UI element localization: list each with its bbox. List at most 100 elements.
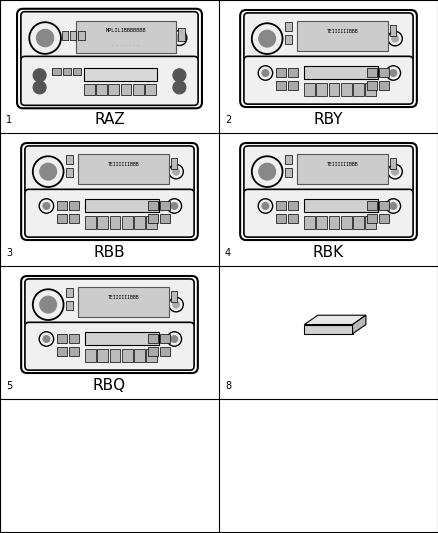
Circle shape — [171, 335, 178, 343]
Circle shape — [390, 203, 397, 209]
Text: RBY: RBY — [314, 112, 343, 127]
Circle shape — [262, 203, 269, 209]
Bar — [160, 334, 170, 343]
Bar — [304, 216, 315, 229]
Circle shape — [33, 81, 46, 94]
Text: RBQ: RBQ — [93, 378, 126, 393]
Bar — [379, 68, 389, 77]
Circle shape — [173, 81, 186, 94]
Bar — [122, 216, 133, 229]
Bar — [353, 83, 364, 95]
Bar — [85, 216, 96, 229]
Polygon shape — [304, 325, 353, 334]
Bar — [63, 68, 71, 75]
Circle shape — [259, 163, 276, 180]
Circle shape — [36, 29, 54, 47]
Bar — [171, 291, 177, 302]
Bar — [367, 68, 377, 77]
Bar — [276, 214, 286, 223]
FancyBboxPatch shape — [244, 146, 413, 193]
Text: TEIIIIIIBBB: TEIIIIIIBBB — [327, 162, 358, 167]
Bar — [110, 216, 120, 229]
Bar — [148, 200, 158, 209]
Bar — [304, 66, 378, 79]
Bar — [108, 84, 119, 95]
FancyBboxPatch shape — [244, 56, 413, 104]
Bar — [353, 216, 364, 229]
Bar — [285, 35, 292, 44]
Bar — [328, 83, 339, 95]
FancyBboxPatch shape — [21, 56, 198, 106]
Bar — [160, 347, 170, 356]
Text: RBK: RBK — [313, 245, 344, 260]
FancyBboxPatch shape — [25, 146, 194, 193]
Bar — [171, 158, 177, 169]
Bar — [84, 68, 157, 81]
Bar — [285, 155, 292, 164]
Bar — [85, 332, 159, 345]
Bar — [177, 28, 185, 41]
FancyBboxPatch shape — [25, 279, 194, 327]
Bar — [57, 200, 67, 209]
Bar — [134, 349, 145, 361]
Bar — [379, 200, 389, 209]
Polygon shape — [353, 315, 366, 334]
Bar — [367, 81, 377, 90]
Bar — [148, 214, 158, 223]
Bar — [276, 68, 286, 77]
Bar — [134, 216, 145, 229]
Bar — [133, 84, 144, 95]
FancyBboxPatch shape — [21, 12, 198, 61]
Bar — [288, 200, 298, 209]
Text: TEIIIIIIBBB: TEIIIIIIBBB — [108, 162, 139, 167]
FancyBboxPatch shape — [244, 13, 413, 61]
Text: RBB: RBB — [94, 245, 125, 260]
Bar — [78, 154, 169, 184]
Circle shape — [40, 163, 57, 180]
Circle shape — [392, 35, 399, 42]
Bar — [85, 199, 159, 212]
Bar — [365, 83, 376, 95]
Bar — [285, 168, 292, 177]
Bar — [85, 349, 96, 361]
Bar — [304, 199, 378, 212]
Text: 8: 8 — [225, 381, 231, 391]
Circle shape — [171, 203, 178, 209]
Bar — [96, 84, 107, 95]
Bar — [57, 347, 67, 356]
Bar — [390, 158, 396, 169]
Bar — [365, 216, 376, 229]
Circle shape — [33, 69, 46, 82]
Bar — [316, 83, 327, 95]
Circle shape — [259, 30, 276, 47]
Bar — [297, 21, 388, 51]
Bar — [276, 200, 286, 209]
Bar — [53, 68, 61, 75]
Bar — [97, 216, 108, 229]
Text: 3: 3 — [6, 248, 12, 258]
Bar — [66, 155, 73, 164]
Text: 5: 5 — [6, 381, 12, 391]
Bar — [122, 349, 133, 361]
FancyBboxPatch shape — [25, 189, 194, 237]
Bar — [316, 216, 327, 229]
Bar — [297, 154, 388, 184]
Bar — [66, 288, 73, 297]
Bar — [66, 168, 73, 177]
Circle shape — [173, 168, 180, 175]
Bar — [120, 84, 131, 95]
Bar — [288, 68, 298, 77]
Bar — [146, 216, 157, 229]
Bar — [146, 349, 157, 361]
Circle shape — [392, 168, 399, 175]
Circle shape — [43, 335, 50, 343]
Text: _ _ _ _ _ _ _: _ _ _ _ _ _ _ — [112, 42, 140, 45]
Bar — [66, 301, 73, 310]
Bar — [78, 287, 169, 317]
Bar — [379, 81, 389, 90]
Bar — [97, 349, 108, 361]
Text: MPLILIBBBBBBB: MPLILIBBBBBBB — [106, 28, 146, 33]
Bar — [160, 200, 170, 209]
Circle shape — [173, 301, 180, 308]
Bar — [304, 83, 315, 95]
